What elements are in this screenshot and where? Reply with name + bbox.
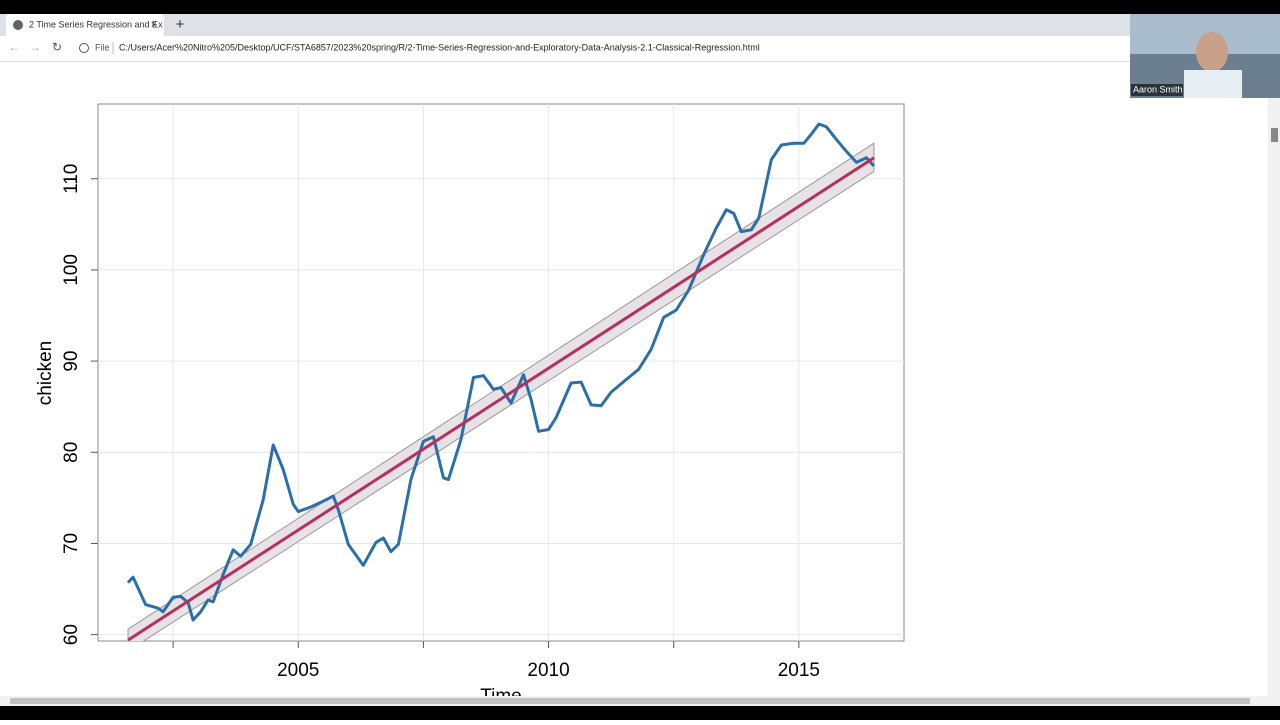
tab-title[interactable]: 2 Time Series Regression and Ex: [29, 19, 163, 29]
video-person: [1196, 32, 1228, 72]
confidence-band: [127, 142, 875, 641]
y-tick-label: 100: [61, 254, 82, 286]
x-tick-label: 2015: [778, 660, 820, 681]
y-tick-label: 70: [61, 533, 82, 554]
new-tab[interactable]: +: [176, 16, 185, 33]
name-tag: [1131, 84, 1183, 96]
y-tick-label: 110: [61, 164, 82, 194]
y-tick-label: 90: [61, 351, 82, 372]
back-button[interactable]: ←: [8, 40, 20, 54]
scroll-thumb[interactable]: [1271, 128, 1278, 142]
url[interactable]: C:/Users/Acer%20Nitro%205/Desktop/UCF/ST…: [119, 42, 760, 52]
series-line: [126, 122, 876, 622]
plot-content: [126, 122, 876, 641]
video-shirt: [1184, 70, 1242, 98]
horizontal-thumb[interactable]: [10, 698, 1250, 704]
x-tick-label: 2010: [527, 660, 569, 681]
bottom-bar: [0, 706, 1280, 720]
plot-area: [97, 103, 905, 642]
top-bar: [0, 0, 1280, 14]
y-axis-label: chicken: [35, 341, 56, 405]
series-line: [127, 156, 875, 641]
y-tick-label: 60: [61, 624, 82, 645]
video-name: Aaron Smith: [1133, 84, 1183, 94]
chart: 2005 2010 2015 60 70 80 90 100 110: [61, 104, 904, 681]
x-tick-label: 2005: [277, 660, 319, 681]
tab-close[interactable]: ×: [151, 19, 157, 31]
info-icon: [79, 43, 89, 53]
tab-icon: [13, 20, 23, 30]
tab[interactable]: [6, 14, 164, 36]
forward-button[interactable]: →: [29, 40, 41, 54]
toolbar: [0, 36, 1280, 61]
y-tick-label: 80: [61, 442, 82, 463]
tab-strip: [0, 14, 1280, 36]
vertical-scrollbar[interactable]: [1268, 62, 1280, 696]
file-label: File: [95, 42, 110, 52]
reload-button[interactable]: ↻: [52, 40, 62, 54]
